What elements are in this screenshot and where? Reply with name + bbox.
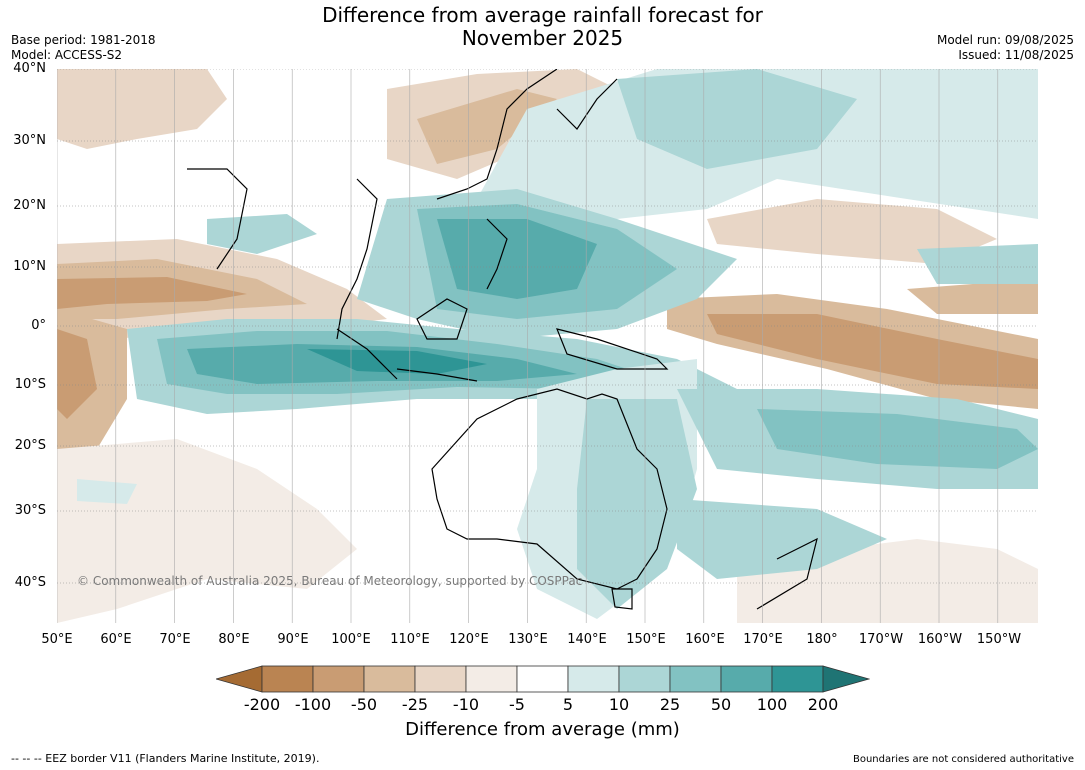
china-coastline bbox=[436, 69, 558, 200]
colorbar-tick-50: 50 bbox=[710, 695, 732, 714]
rainfall-anomaly-map bbox=[57, 69, 1038, 623]
colorbar-tick-10: 10 bbox=[608, 695, 630, 714]
lat-label-30s: 30°S bbox=[14, 503, 46, 518]
lon-label-60e: 60°E bbox=[100, 632, 132, 647]
dry-anomaly-regions bbox=[57, 69, 1038, 623]
title-line-2: November 2025 bbox=[461, 26, 624, 50]
lon-label-120e: 120°E bbox=[449, 632, 489, 647]
lon-label-160w: 160°W bbox=[917, 632, 963, 647]
lat-label-20n: 20°N bbox=[13, 198, 46, 213]
sumatra-coastline bbox=[336, 328, 398, 380]
colorbar-tick-minus5: -5 bbox=[509, 695, 525, 714]
issue-date: Issued: 11/08/2025 bbox=[958, 48, 1074, 62]
colorbar-bin-1 bbox=[261, 665, 314, 693]
coastlines bbox=[187, 69, 818, 610]
lat-label-40n: 40°N bbox=[13, 61, 46, 76]
lat-label-30n: 30°N bbox=[13, 133, 46, 148]
colorbar-title: Difference from average (mm) bbox=[405, 719, 680, 740]
india-coastline bbox=[187, 168, 248, 270]
lon-label-140e: 140°E bbox=[567, 632, 607, 647]
lon-label-150w: 150°W bbox=[976, 632, 1022, 647]
lat-label-20s: 20°S bbox=[14, 438, 46, 453]
lon-label-130e: 130°E bbox=[508, 632, 548, 647]
lon-label-180: 180° bbox=[806, 632, 838, 647]
borneo-coastline bbox=[416, 298, 468, 340]
new-zealand-coastline bbox=[756, 537, 818, 610]
tasmania-coastline bbox=[611, 588, 633, 610]
copyright-notice: © Commonwealth of Australia 2025, Bureau… bbox=[77, 574, 583, 588]
lon-label-110e: 110°E bbox=[390, 632, 430, 647]
colorbar-tick-5: 5 bbox=[562, 695, 574, 714]
colorbar-high-extension bbox=[822, 665, 870, 693]
lon-label-70e: 70°E bbox=[159, 632, 191, 647]
colorbar-bin-4 bbox=[414, 665, 467, 693]
meridian-grid bbox=[57, 69, 999, 623]
lon-label-170e: 170°E bbox=[743, 632, 783, 647]
colorbar-tick-25: 25 bbox=[659, 695, 681, 714]
colorbar-bin-8 bbox=[618, 665, 671, 693]
lon-label-80e: 80°E bbox=[218, 632, 250, 647]
colorbar-tick-minus50: -50 bbox=[350, 695, 378, 714]
colorbar-bin-2 bbox=[312, 665, 365, 693]
base-period: Base period: 1981-2018 bbox=[11, 33, 156, 47]
lat-label-equator: 0° bbox=[31, 318, 46, 333]
australia-coastline bbox=[431, 388, 668, 590]
colorbar-tick-minus100: -100 bbox=[294, 695, 332, 714]
colorbar-tick-100: 100 bbox=[756, 695, 788, 714]
colorbar-bin-3 bbox=[363, 665, 416, 693]
java-coastline bbox=[396, 368, 478, 382]
title-line-1: Difference from average rainfall forecas… bbox=[322, 3, 763, 27]
lon-label-160e: 160°E bbox=[685, 632, 725, 647]
colorbar-low-extension bbox=[216, 665, 263, 693]
metadata-right: Model run: 09/08/2025 Issued: 11/08/2025 bbox=[937, 33, 1074, 63]
lat-label-10n: 10°N bbox=[13, 259, 46, 274]
boundaries-disclaimer: Boundaries are not considered authoritat… bbox=[852, 754, 1074, 765]
lon-label-170w: 170°W bbox=[858, 632, 904, 647]
colorbar-bin-7 bbox=[567, 665, 620, 693]
colorbar-bin-11 bbox=[771, 665, 824, 693]
philippines-coastline bbox=[486, 218, 508, 290]
eez-legend-note: -- -- -- EEZ border V11 (Flanders Marine… bbox=[11, 752, 320, 765]
lon-label-150e: 150°E bbox=[626, 632, 666, 647]
colorbar-tick-200: 200 bbox=[807, 695, 839, 714]
lon-label-50e: 50°E bbox=[41, 632, 73, 647]
lon-label-100e: 100°E bbox=[331, 632, 371, 647]
colorbar bbox=[216, 665, 870, 693]
colorbar-bin-9 bbox=[669, 665, 722, 693]
model-run: Model run: 09/08/2025 bbox=[936, 33, 1074, 47]
model-name: Model: ACCESS-S2 bbox=[11, 48, 123, 62]
colorbar-tick-minus25: -25 bbox=[401, 695, 429, 714]
japan-coastline bbox=[556, 78, 618, 130]
lon-label-90e: 90°E bbox=[277, 632, 309, 647]
lat-label-40s: 40°S bbox=[14, 575, 46, 590]
new-guinea-coastline bbox=[556, 328, 669, 370]
metadata-left: Base period: 1981-2018 Model: ACCESS-S2 bbox=[11, 33, 156, 63]
indochina-coastline bbox=[336, 178, 378, 340]
colorbar-tick-minus10: -10 bbox=[452, 695, 480, 714]
colorbar-bin-10 bbox=[720, 665, 773, 693]
lat-label-10s: 10°S bbox=[14, 377, 46, 392]
colorbar-bin-5 bbox=[465, 665, 518, 693]
colorbar-bin-6 bbox=[516, 665, 569, 693]
colorbar-tick-minus200: -200 bbox=[243, 695, 281, 714]
chart-title: Difference from average rainfall forecas… bbox=[0, 4, 1085, 50]
